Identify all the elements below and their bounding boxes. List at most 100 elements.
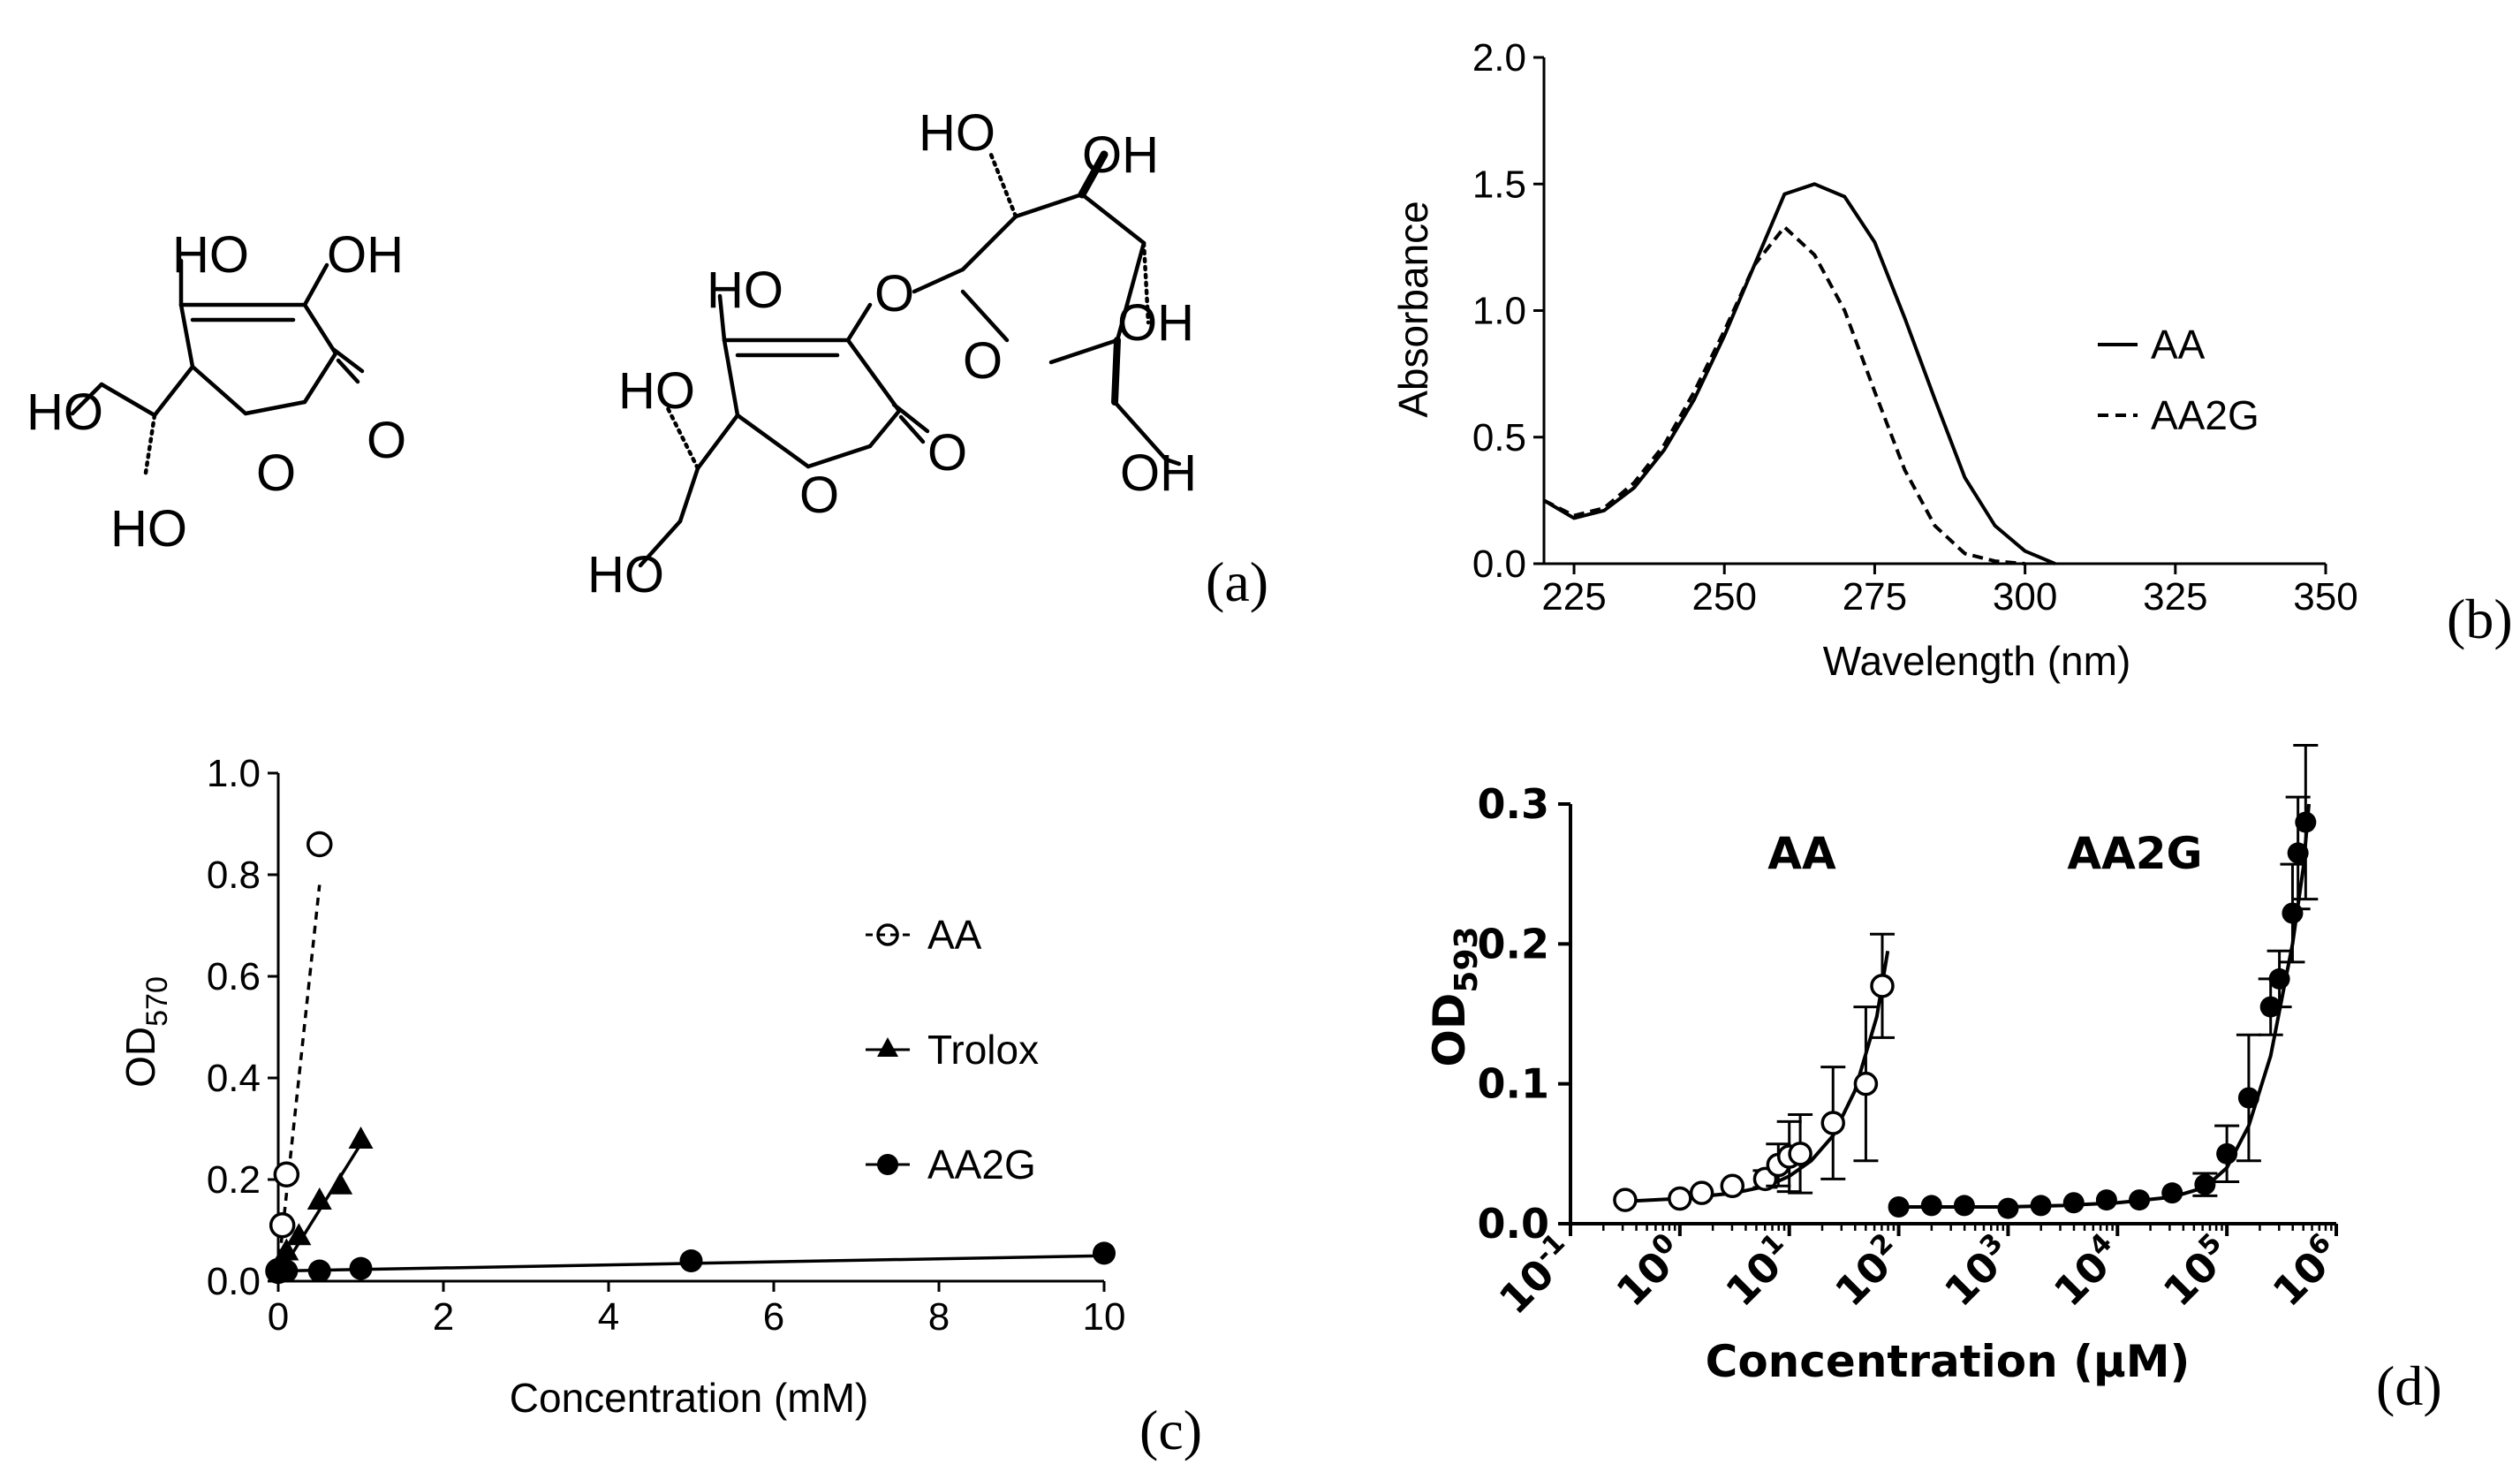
ascorbic-acid-structure (70, 258, 365, 475)
x-tick-label: 106 (2262, 1227, 2350, 1316)
x-tick-label: 103 (1934, 1227, 2023, 1316)
y-tick-label: 1.5 (1472, 163, 1526, 206)
data-point-aa2g (2295, 811, 2317, 833)
x-tick-label: 225 (1541, 575, 1606, 618)
x-tick-label: 102 (1825, 1227, 1913, 1316)
y-tick-label: 0.1 (1478, 1060, 1550, 1108)
x-tick-label: 250 (1692, 575, 1757, 618)
atom-ho: HO (110, 500, 187, 558)
data-point-aa2g (2129, 1189, 2151, 1211)
x-tick-label: 300 (1993, 575, 2057, 618)
data-point-aa2g (2030, 1195, 2052, 1217)
y-axis-title: OD570 (117, 976, 174, 1088)
od593-chart: (d) Concentration (µM) OD593 AA AA2G 10-… (1424, 744, 2442, 1417)
od570-chart: (c) Concentration (mM) OD570 AA Trolox A… (117, 752, 1202, 1461)
atom-o: O (799, 467, 839, 524)
atom-oh: OH (1082, 126, 1159, 184)
data-point-aa2g (1093, 1241, 1116, 1265)
atom-ho: HO (587, 546, 664, 603)
y-tick-label: 0.2 (1478, 920, 1550, 967)
data-point-aa2g (2237, 1087, 2259, 1109)
data-point-trolox (286, 1223, 312, 1246)
x-tick-label: 0 (268, 1295, 289, 1339)
data-point-aa (269, 1212, 296, 1239)
x-axis-title: Wavelength (nm) (1823, 638, 2131, 684)
panel-label-b: (b) (2447, 588, 2513, 650)
data-point-trolox (328, 1172, 353, 1195)
legend-label-aa: AA (927, 912, 982, 958)
data-point-aa2g (1953, 1195, 1975, 1217)
atom-o: O (963, 332, 1003, 390)
x-tick-label: 350 (2293, 575, 2357, 618)
atom-labels: HO OH HO HO O O HO OH HO O OH O HO O O O… (26, 104, 1268, 613)
y-tick-label: 0.5 (1472, 416, 1526, 459)
y-tick-label: 0.0 (207, 1260, 261, 1303)
data-point-trolox (274, 1238, 299, 1261)
data-point-aa (1788, 1142, 1812, 1166)
data-point-aa2g (679, 1249, 703, 1272)
atom-ho: HO (618, 362, 695, 420)
y-tick-label: 0.0 (1478, 1200, 1550, 1248)
y-axis-title: Absorbance (1390, 201, 1436, 418)
data-point-aa2g (1920, 1195, 1942, 1217)
absorbance-chart: (b) Wavelength (nm) Absorbance AA AA2G 2… (1390, 36, 2513, 684)
x-tick-label: 100 (1606, 1227, 1694, 1316)
data-point-aa2g (2268, 967, 2290, 990)
x-tick-label: 2 (433, 1295, 454, 1339)
y-tick-label: 0.0 (1472, 543, 1526, 586)
series-line-aa (1542, 182, 2056, 565)
x-tick-label: 8 (928, 1295, 950, 1339)
data-point-aa2g (1997, 1197, 2019, 1219)
x-tick-label: 10 (1083, 1295, 1126, 1339)
panel-label-c: (c) (1139, 1399, 1202, 1461)
x-tick-label: 105 (2153, 1227, 2241, 1316)
fit-curve-aa2g (1898, 803, 2311, 1209)
data-point-aa (306, 831, 333, 858)
atom-oh: OH (1120, 444, 1197, 502)
data-point-aa (1720, 1173, 1745, 1198)
atom-o: O (874, 265, 914, 322)
y-tick-label: 0.2 (207, 1158, 261, 1202)
x-tick-label: 4 (598, 1295, 619, 1339)
y-tick-label: 0.4 (207, 1057, 261, 1100)
panel-label-d: (d) (2376, 1354, 2442, 1417)
x-tick-label: 275 (1843, 575, 1907, 618)
y-tick-label: 0.8 (207, 854, 261, 897)
fit-curve-aa (1624, 950, 1890, 1203)
atom-o: O (927, 424, 967, 482)
data-point-aa2g (275, 1259, 299, 1283)
legend-label-trolox: Trolox (927, 1027, 1039, 1073)
atom-ho: HO (707, 262, 783, 319)
x-tick-label: 104 (2043, 1227, 2131, 1316)
ascorbic-acid-2-glucoside-structure (638, 148, 1182, 568)
data-point-aa2g (349, 1256, 373, 1280)
x-tick-label: 6 (763, 1295, 784, 1339)
data-point-aa (1820, 1111, 1846, 1135)
data-point-aa2g (2194, 1173, 2216, 1195)
y-tick-label: 2.0 (1472, 36, 1526, 80)
y-axis-title: OD593 (1424, 926, 1485, 1066)
data-point-aa (1668, 1186, 1692, 1211)
legend-marker-trolox (877, 1037, 898, 1057)
x-axis-title: Concentration (µM) (1706, 1336, 2191, 1387)
atom-o: O (256, 444, 296, 502)
data-point-aa (1870, 974, 1895, 998)
data-point-aa2g (1888, 1196, 1910, 1218)
data-point-aa2g (307, 1259, 331, 1283)
data-point-aa (273, 1161, 300, 1187)
y-tick-label: 0.6 (207, 955, 261, 998)
chemical-structures (70, 148, 1182, 568)
panel-label-a: (a) (1206, 550, 1268, 613)
data-point-aa2g (2161, 1182, 2183, 1204)
data-point-trolox (306, 1187, 332, 1210)
data-point-aa2g (2095, 1189, 2117, 1211)
data-point-aa (1689, 1180, 1714, 1205)
atom-ho: HO (172, 226, 249, 284)
legend-label-aa: AA (2151, 322, 2206, 368)
legend-label-aa2g: AA2G (927, 1142, 1036, 1187)
annotation-aa: AA (1767, 828, 1836, 879)
atom-ho: HO (919, 104, 995, 162)
atom-oh: OH (327, 226, 404, 284)
atom-oh: OH (1117, 294, 1194, 352)
